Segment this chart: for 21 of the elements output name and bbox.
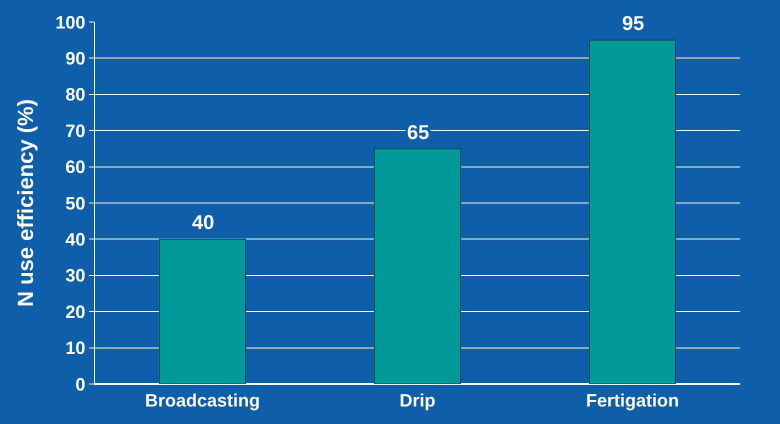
data-label: 40: [192, 212, 214, 234]
y-tick-label: 80: [65, 84, 86, 105]
y-tick-label: 0: [75, 374, 86, 394]
data-label: 65: [407, 122, 430, 144]
x-tick-label: Fertigation: [586, 390, 679, 411]
y-tick-label: 60: [65, 157, 86, 178]
bar: [159, 238, 246, 384]
y-tick-label: 10: [65, 338, 86, 358]
y-tick-label: 90: [65, 48, 86, 68]
y-tick-label: 20: [65, 302, 86, 322]
x-tick-label: Broadcasting: [144, 390, 260, 411]
y-tick-label: 50: [65, 193, 86, 214]
y-tick-label: 100: [55, 12, 86, 32]
y-tick-label: 40: [65, 230, 86, 250]
x-tick-label: Drip: [400, 390, 436, 411]
bar: [374, 148, 461, 384]
y-axis-title: N use efficiency (%): [13, 99, 38, 307]
data-label: 95: [622, 13, 644, 35]
bar: [589, 40, 676, 384]
y-tick-label: 70: [65, 120, 86, 141]
y-tick-label: 30: [65, 266, 86, 286]
